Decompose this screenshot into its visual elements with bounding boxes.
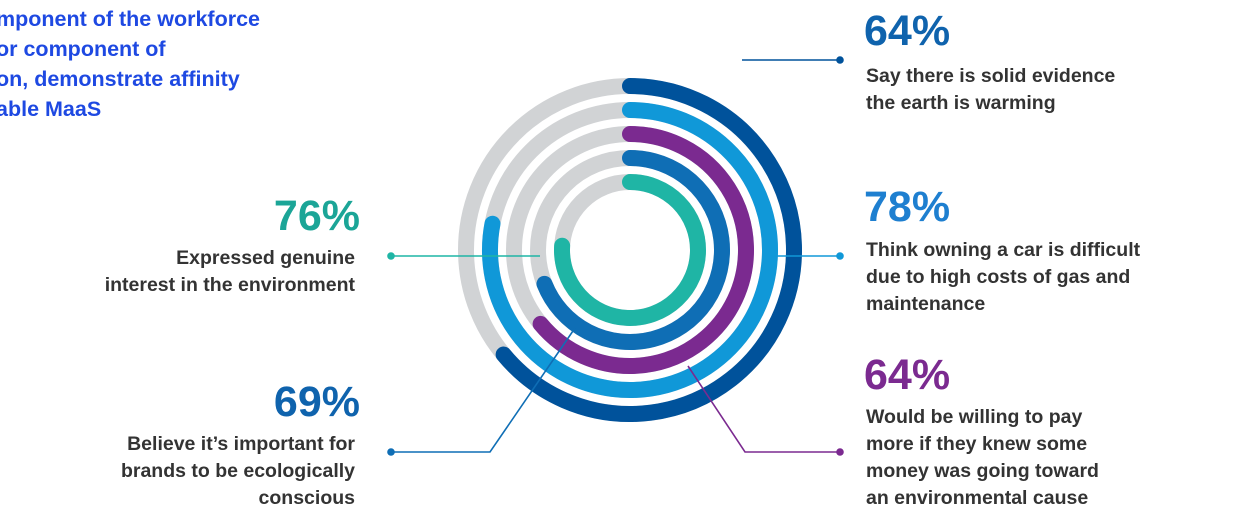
stat-label-car-costs: Think owning a car is difficult due to h… xyxy=(866,237,1256,318)
stat-label-line: Think owning a car is difficult xyxy=(866,239,1141,261)
stat-percent-car-costs: 78% xyxy=(864,183,951,231)
leader-brand-ecology xyxy=(391,327,576,453)
stat-label-brand-ecology: Believe it’s important for brands to be … xyxy=(0,431,355,512)
chart-title: mponent of the workforce or component of… xyxy=(0,4,416,124)
stat-label-line: Say there is solid evidence xyxy=(866,65,1116,87)
stat-label-pay-more: Would be willing to pay more if they kne… xyxy=(866,404,1256,512)
stat-percent-pay-more: 64% xyxy=(864,351,951,399)
ring-environment-interest-arc xyxy=(554,174,706,326)
stat-label-line: Believe it’s important for xyxy=(127,433,355,455)
title-line: able MaaS xyxy=(0,97,102,121)
ring-brand-ecology-arc xyxy=(536,150,730,350)
stat-label-line: more if they knew some xyxy=(866,433,1088,455)
stat-label-environment-interest: Expressed genuine interest in the enviro… xyxy=(0,245,355,299)
stat-label-line: due to high costs of gas and xyxy=(866,266,1131,288)
ring-arcs xyxy=(482,78,802,422)
stat-label-line: interest in the environment xyxy=(104,274,355,296)
title-line: mponent of the workforce xyxy=(0,7,260,31)
leader-lines xyxy=(387,56,844,456)
stat-label-line: Would be willing to pay xyxy=(866,406,1083,428)
leader-pay-more-dot xyxy=(836,448,844,456)
stat-percent-earth-warming: 64% xyxy=(864,7,951,55)
stat-label-line: conscious xyxy=(258,487,355,509)
stat-label-line: Expressed genuine xyxy=(176,247,355,269)
stat-label-line: money was going toward xyxy=(866,460,1099,482)
leader-pay-more xyxy=(687,365,840,453)
stat-label-line: an environmental cause xyxy=(866,487,1089,509)
stat-label-earth-warming: Say there is solid evidence the earth is… xyxy=(866,63,1256,117)
stat-label-line: the earth is warming xyxy=(866,92,1056,114)
leader-environment-interest-dot xyxy=(387,252,395,260)
stat-percent-brand-ecology: 69% xyxy=(273,378,360,426)
title-line: on, demonstrate affinity xyxy=(0,67,240,91)
leader-brand-ecology-dot xyxy=(387,448,395,456)
title-line: or component of xyxy=(0,37,166,61)
ring-car-costs-arc xyxy=(482,102,778,398)
stat-label-line: maintenance xyxy=(866,293,986,315)
stat-percent-environment-interest: 76% xyxy=(273,192,360,240)
stat-label-line: brands to be ecologically xyxy=(120,460,355,482)
ring-earth-warming-arc xyxy=(495,78,802,422)
leader-car-costs-dot xyxy=(836,252,844,260)
ring-pay-more-arc xyxy=(532,126,754,374)
leader-earth-warming-dot xyxy=(836,56,844,64)
